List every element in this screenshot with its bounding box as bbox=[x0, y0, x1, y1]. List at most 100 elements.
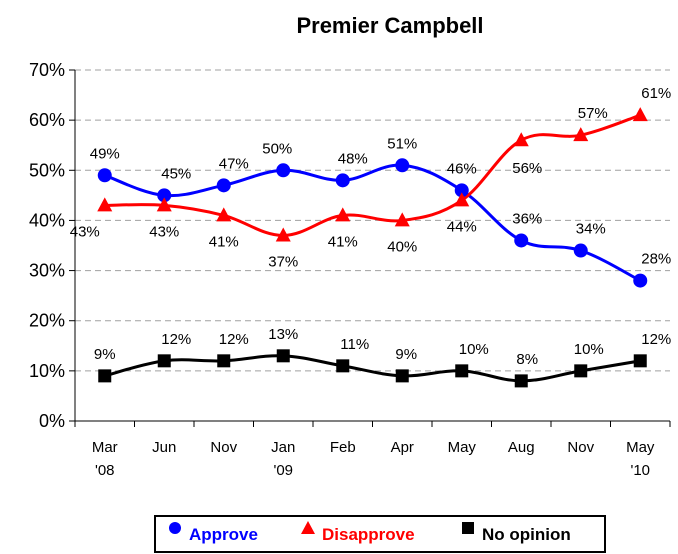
x-tick-label: Nov bbox=[210, 439, 237, 456]
y-tick-label: 50% bbox=[29, 160, 65, 180]
x-tick-year-label: '08 bbox=[95, 462, 115, 479]
data-label-no-opinion: 8% bbox=[516, 351, 538, 368]
data-point-disapprove bbox=[394, 212, 410, 227]
data-label-no-opinion: 12% bbox=[219, 331, 249, 348]
axes bbox=[69, 69, 671, 427]
legend-marker-approve bbox=[169, 522, 181, 534]
data-label-no-opinion: 11% bbox=[340, 336, 369, 353]
data-point-disapprove bbox=[275, 227, 291, 242]
x-tick-label: Mar bbox=[92, 439, 118, 456]
x-tick-label: May bbox=[448, 439, 477, 456]
x-tick-label: Jun bbox=[152, 439, 176, 456]
data-label-disapprove: 41% bbox=[328, 233, 358, 250]
series-line-no-opinion bbox=[104, 354, 641, 383]
y-tick-label: 10% bbox=[29, 361, 65, 381]
data-point-no-opinion bbox=[217, 354, 231, 368]
data-label-approve: 34% bbox=[576, 221, 606, 238]
series-markers bbox=[97, 107, 648, 388]
data-point-disapprove bbox=[216, 207, 232, 222]
data-point-disapprove bbox=[97, 197, 113, 212]
data-label-approve: 48% bbox=[338, 150, 368, 167]
series-line-disapprove bbox=[104, 113, 641, 237]
data-point-approve bbox=[157, 188, 172, 203]
y-tick-label: 70% bbox=[29, 60, 65, 80]
data-label-disapprove: 43% bbox=[70, 223, 100, 240]
data-point-no-opinion bbox=[98, 369, 112, 383]
series-line-approve bbox=[104, 163, 641, 282]
data-point-approve bbox=[454, 183, 469, 198]
data-label-no-opinion: 12% bbox=[161, 331, 191, 348]
data-point-disapprove bbox=[513, 132, 529, 147]
x-tick-label: Jan bbox=[271, 439, 295, 456]
y-tick-label: 30% bbox=[29, 261, 65, 281]
y-tick-label: 60% bbox=[29, 110, 65, 130]
x-tick-label: Apr bbox=[391, 439, 414, 456]
x-tick-year-label: '10 bbox=[630, 462, 650, 479]
x-tick-label: Aug bbox=[508, 439, 535, 456]
data-point-approve bbox=[633, 273, 648, 288]
data-label-approve: 49% bbox=[90, 145, 120, 162]
data-point-approve bbox=[97, 168, 112, 183]
data-label-approve: 28% bbox=[641, 251, 671, 268]
data-label-disapprove: 43% bbox=[149, 223, 179, 240]
data-point-approve bbox=[216, 178, 231, 193]
data-point-no-opinion bbox=[514, 374, 528, 388]
data-label-approve: 47% bbox=[219, 155, 249, 172]
series-lines bbox=[104, 113, 641, 383]
data-label-no-opinion: 9% bbox=[395, 346, 417, 363]
data-label-disapprove: 56% bbox=[512, 160, 542, 177]
data-label-disapprove: 37% bbox=[268, 253, 298, 270]
data-point-no-opinion bbox=[395, 369, 409, 383]
data-point-disapprove bbox=[156, 197, 172, 212]
x-tick-label: Feb bbox=[330, 439, 356, 456]
data-label-disapprove: 61% bbox=[641, 85, 671, 102]
legend-label-disapprove: Disapprove bbox=[322, 525, 415, 544]
data-label-no-opinion: 9% bbox=[94, 346, 116, 363]
data-label-no-opinion: 13% bbox=[268, 326, 298, 343]
data-label-disapprove: 40% bbox=[387, 238, 417, 255]
data-label-no-opinion: 10% bbox=[459, 341, 489, 358]
data-point-approve bbox=[395, 158, 410, 173]
data-point-disapprove bbox=[573, 127, 589, 142]
y-tick-label: 20% bbox=[29, 311, 65, 331]
data-labels: 49% 45% 47% 50% 48% 51% 46% 36% 34% 28% 43% 43% 41% 3… bbox=[70, 85, 672, 368]
data-label-disapprove: 41% bbox=[209, 233, 239, 250]
grid-lines bbox=[75, 69, 670, 372]
legend-box bbox=[154, 515, 606, 553]
data-point-disapprove bbox=[454, 192, 470, 207]
x-tick-label: May bbox=[626, 439, 655, 456]
data-point-approve bbox=[335, 173, 350, 188]
data-point-no-opinion bbox=[157, 354, 171, 368]
data-point-approve bbox=[276, 163, 291, 178]
data-point-no-opinion bbox=[336, 359, 350, 373]
data-point-no-opinion bbox=[276, 349, 290, 363]
data-label-approve: 45% bbox=[161, 165, 191, 182]
data-label-approve: 46% bbox=[447, 160, 477, 177]
legend-label-approve: Approve bbox=[189, 525, 258, 544]
legend: Approve Disapprove No opinion bbox=[154, 515, 606, 553]
data-label-no-opinion: 10% bbox=[574, 341, 604, 358]
data-point-disapprove bbox=[632, 107, 648, 122]
data-label-approve: 36% bbox=[512, 210, 542, 227]
legend-marker-no-opinion bbox=[462, 522, 474, 534]
data-point-approve bbox=[573, 243, 588, 258]
x-tick-label: Nov bbox=[567, 439, 594, 456]
y-tick-label: 40% bbox=[29, 210, 65, 230]
data-point-disapprove bbox=[335, 207, 351, 222]
legend-marker-disapprove bbox=[301, 521, 315, 534]
legend-label-no-opinion: No opinion bbox=[482, 525, 571, 544]
data-label-disapprove: 57% bbox=[578, 105, 608, 122]
y-axis-ticks: 0% 10% 20% 30% 40% 50% 60% 70% bbox=[29, 60, 65, 431]
y-tick-label: 0% bbox=[39, 411, 65, 431]
data-label-no-opinion: 12% bbox=[641, 331, 671, 348]
data-point-no-opinion bbox=[633, 354, 647, 368]
data-label-disapprove: 44% bbox=[447, 218, 477, 235]
data-point-approve bbox=[514, 233, 529, 248]
data-point-no-opinion bbox=[455, 364, 469, 378]
x-tick-year-label: '09 bbox=[273, 462, 293, 479]
data-label-approve: 50% bbox=[262, 140, 292, 157]
x-axis-ticks: Mar '08 Jun Nov Jan '09 Feb Apr May Aug Nov May '10 bbox=[92, 439, 655, 479]
data-label-approve: 51% bbox=[387, 135, 417, 152]
